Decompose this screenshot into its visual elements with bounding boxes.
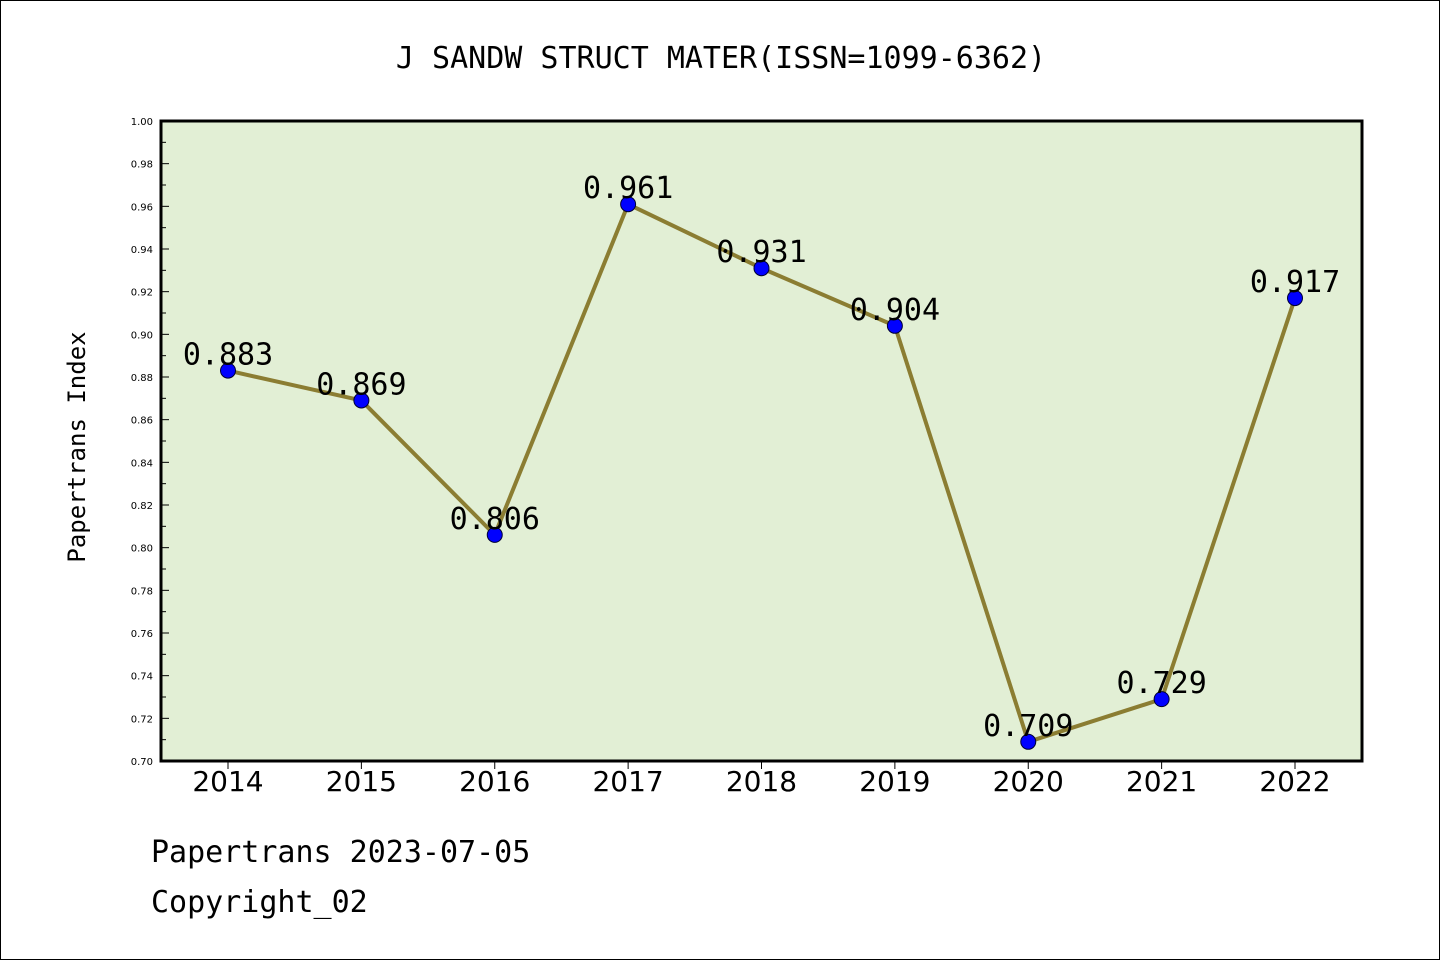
x-tick-label: 2021 xyxy=(1126,765,1197,798)
y-tick-label: 0.92 xyxy=(131,288,153,299)
data-point xyxy=(1020,733,1037,750)
y-tick-label: 0.70 xyxy=(131,757,153,768)
y-tick-label: 0.80 xyxy=(131,544,153,555)
y-tick-label: 0.78 xyxy=(131,586,153,597)
y-tick-label: 0.84 xyxy=(131,458,153,469)
data-series: 0.883 0.869 0.806 0.961 0.931 0.904 0.709 0.729… xyxy=(183,171,1340,750)
chart-title: J SANDW STRUCT MATER(ISSN=1099-6362) xyxy=(396,41,1046,76)
data-point xyxy=(620,196,637,213)
y-axis: 0.70 0.72 0.74 0.76 0.78 0.80 0.82 0.84 0.86 0.88… xyxy=(131,117,169,768)
footer-copyright: Copyright_02 xyxy=(151,885,368,920)
y-tick-label: 0.86 xyxy=(131,416,153,427)
y-tick-label: 1.00 xyxy=(131,117,153,128)
data-label: 0.931 xyxy=(716,235,806,270)
y-tick-label: 0.76 xyxy=(131,629,153,640)
x-tick-label: 2017 xyxy=(592,765,663,798)
data-label: 0.961 xyxy=(583,171,673,206)
y-tick-label: 0.96 xyxy=(131,202,153,213)
y-tick-label: 0.72 xyxy=(131,714,153,725)
plot-border xyxy=(159,119,1364,763)
data-point xyxy=(1287,290,1303,307)
data-point xyxy=(753,260,770,277)
x-tick-label: 2019 xyxy=(859,765,930,798)
plot-area xyxy=(161,121,1362,761)
y-tick-label: 0.98 xyxy=(131,160,153,171)
data-label: 0.709 xyxy=(983,709,1073,744)
y-tick-label: 0.88 xyxy=(131,373,153,384)
y-axis-label: Papertrans Index xyxy=(63,331,91,562)
y-tick-label: 0.74 xyxy=(131,672,153,683)
data-label: 0.917 xyxy=(1250,265,1340,300)
data-point xyxy=(486,526,503,543)
data-point xyxy=(220,362,236,379)
data-point xyxy=(353,392,370,409)
x-tick-label: 2020 xyxy=(993,765,1064,798)
x-tick-label: 2015 xyxy=(326,765,397,798)
data-label: 0.869 xyxy=(316,367,406,402)
data-label: 0.883 xyxy=(183,338,273,373)
y-tick-label: 0.82 xyxy=(131,501,153,512)
y-tick-label: 0.90 xyxy=(131,330,153,341)
x-tick-label: 2018 xyxy=(726,765,797,798)
data-point xyxy=(886,317,903,334)
data-label: 0.904 xyxy=(850,293,940,328)
y-tick-label: 0.94 xyxy=(131,245,153,256)
data-label: 0.806 xyxy=(450,502,540,537)
footer-date: Papertrans 2023-07-05 xyxy=(151,835,531,870)
x-tick-label: 2014 xyxy=(192,765,263,798)
x-tick-label: 2022 xyxy=(1259,765,1330,798)
x-axis: 2014 2015 2016 2017 2018 2019 2020 2021 2022 xyxy=(192,761,1331,798)
x-tick-label: 2016 xyxy=(459,765,530,798)
data-label: 0.729 xyxy=(1116,666,1206,701)
data-point xyxy=(1153,691,1170,708)
